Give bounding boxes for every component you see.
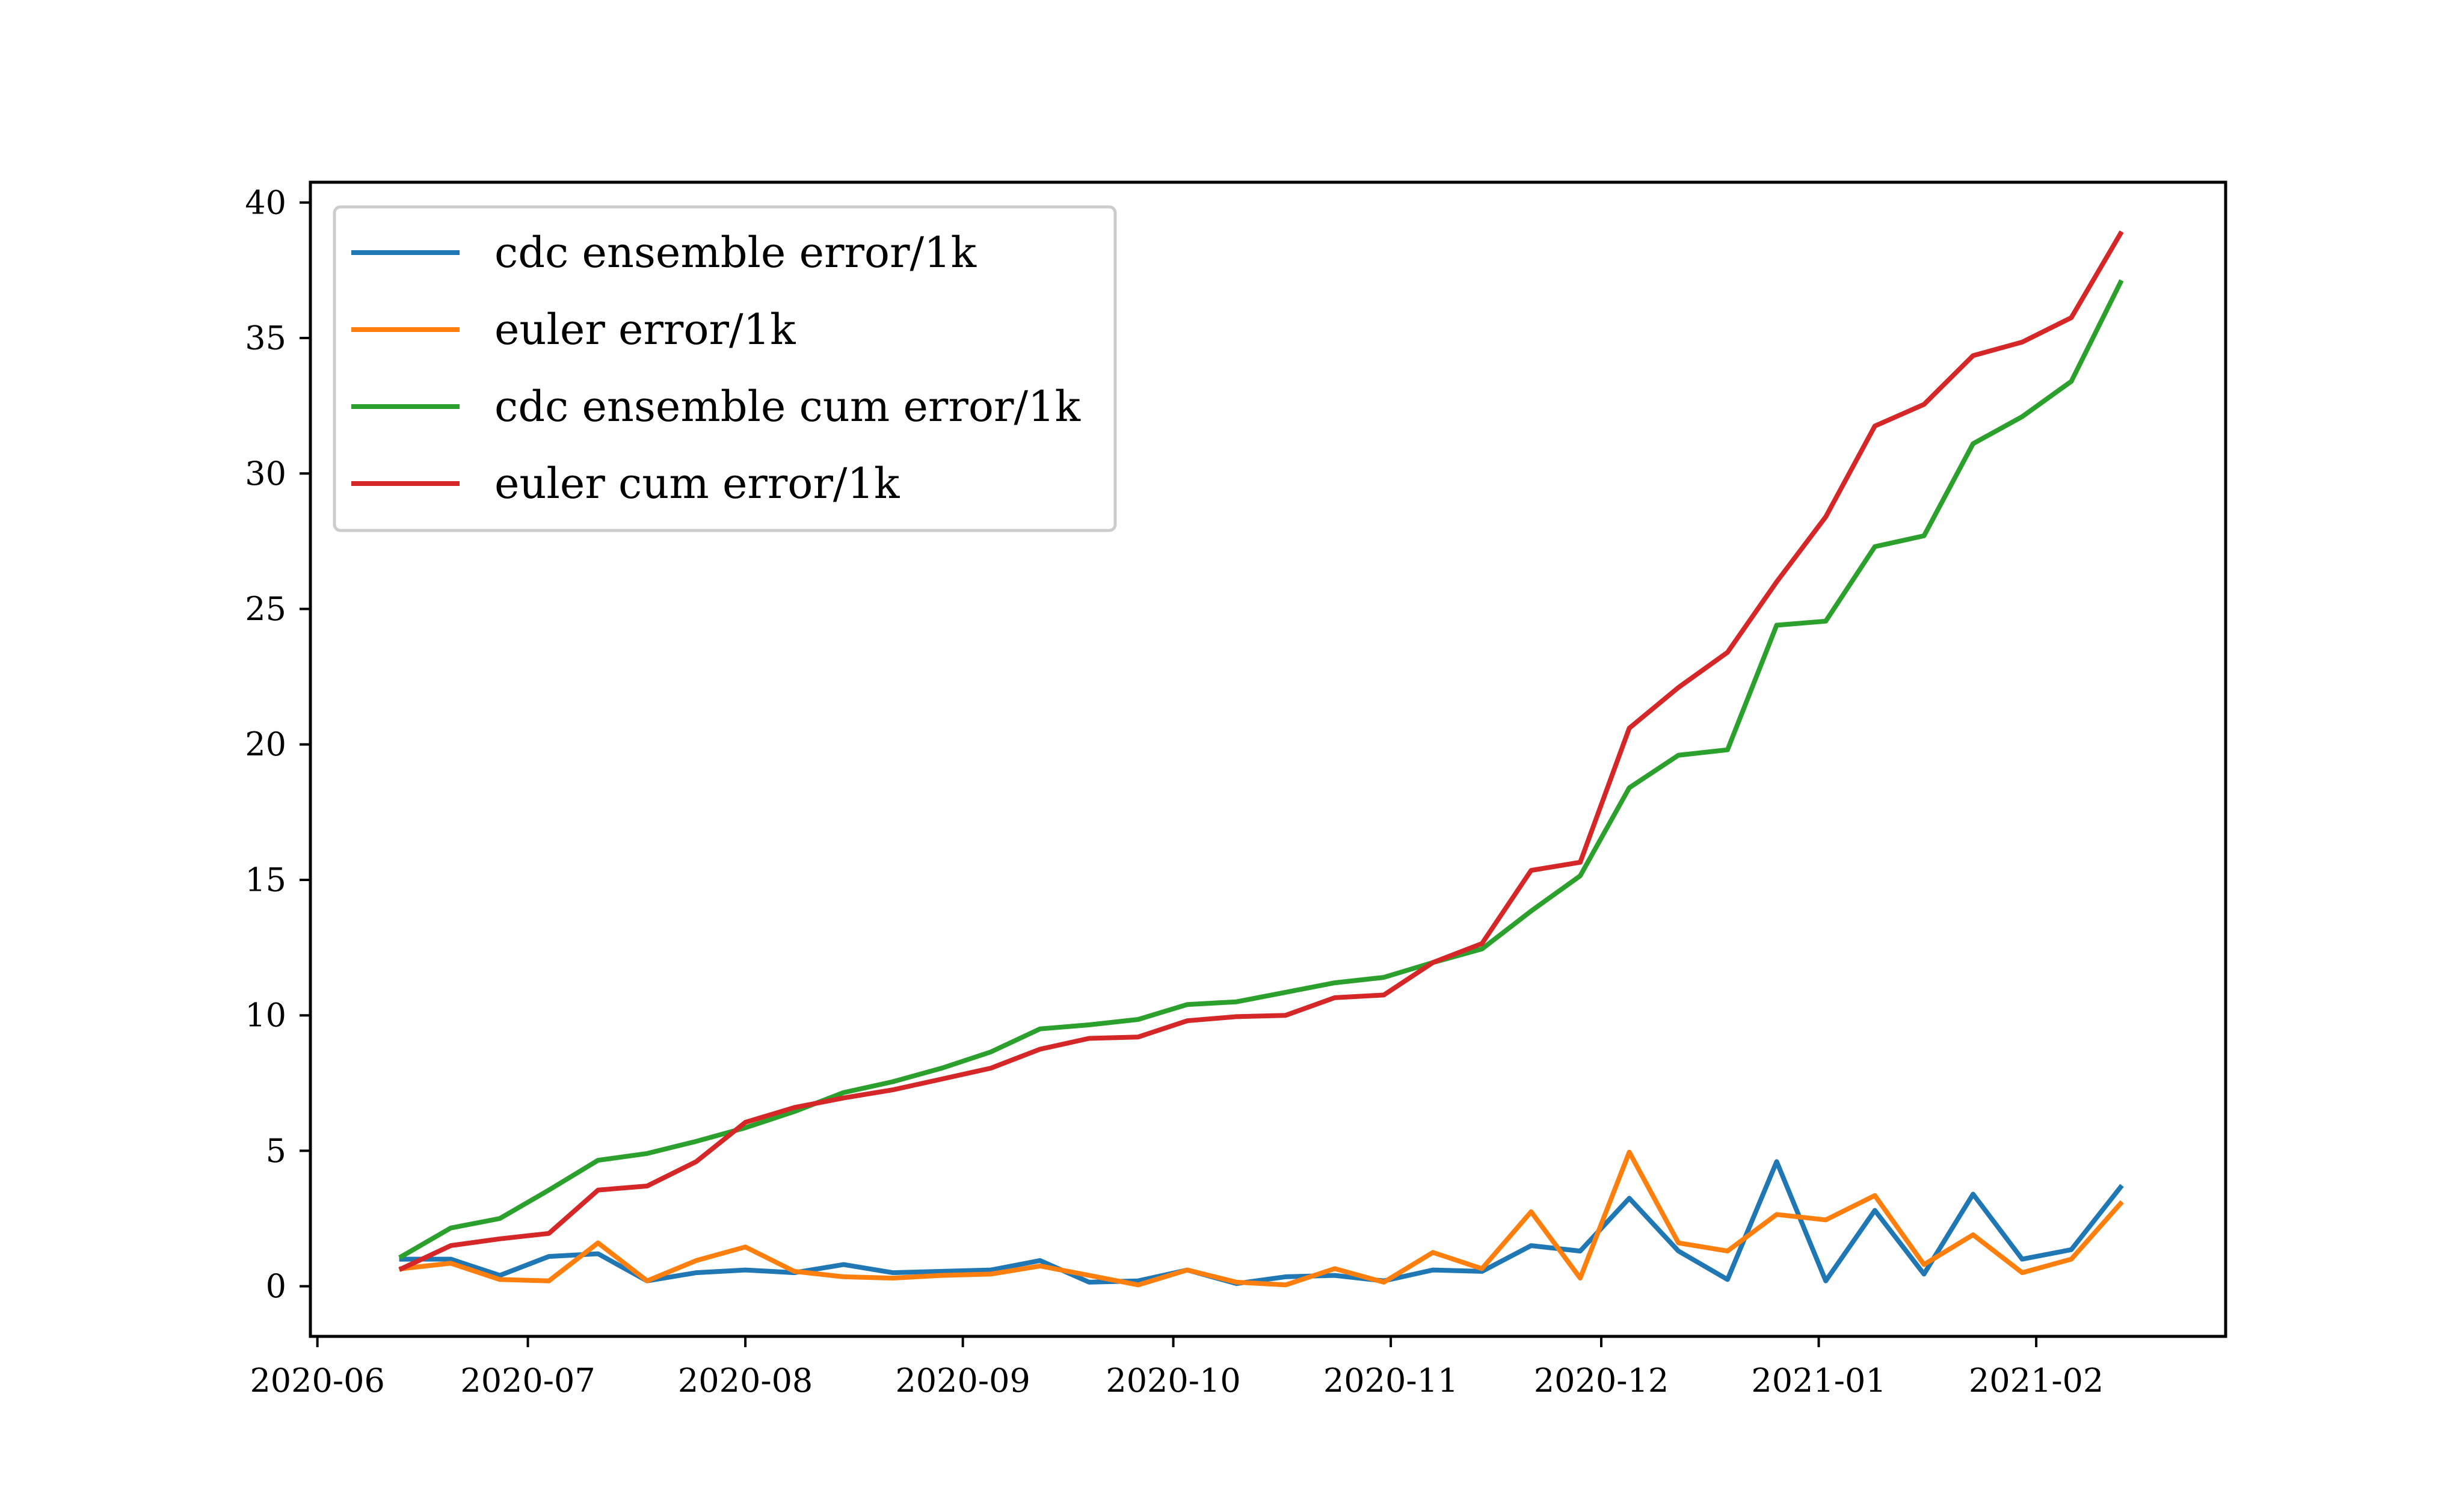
x-tick-label: 2020-06 — [250, 1362, 384, 1400]
series-line-2 — [399, 1149, 2124, 1288]
series-line-3 — [398, 279, 2124, 1260]
series-lines — [398, 230, 2124, 1288]
x-tick-label: 2020-09 — [895, 1362, 1030, 1400]
y-tick-label: 30 — [245, 455, 286, 493]
legend-label-2: euler error/1k — [494, 305, 796, 354]
y-tick-label: 35 — [245, 319, 286, 357]
series-line-4 — [398, 230, 2124, 1272]
plot-area-frame — [309, 180, 2227, 1338]
x-tick-label: 2020-11 — [1323, 1362, 1458, 1400]
y-tick-label: 0 — [266, 1267, 286, 1305]
series-line-1 — [399, 1159, 2124, 1286]
legend-label-4: euler cum error/1k — [494, 459, 900, 508]
legend-box — [333, 205, 1117, 532]
y-tick-label: 10 — [245, 997, 286, 1034]
x-tick-label: 2020-07 — [460, 1362, 595, 1400]
x-tick-label: 2020-08 — [678, 1362, 813, 1400]
x-tick-label: 2020-10 — [1106, 1362, 1240, 1400]
y-tick-label: 15 — [245, 861, 286, 899]
x-tick-label: 2021-01 — [1751, 1362, 1886, 1400]
y-axis: 0 5 10 15 20 25 30 35 40 — [245, 183, 310, 1305]
legend: cdc ensemble error/1k euler error/1k cdc e… — [333, 205, 1117, 532]
y-tick-label: 5 — [266, 1132, 286, 1170]
legend-items: cdc ensemble error/1k euler error/1k cdc e… — [351, 228, 1081, 508]
legend-label-1: cdc ensemble error/1k — [494, 228, 977, 277]
x-tick-label: 2020-12 — [1534, 1362, 1669, 1400]
y-tick-label: 20 — [245, 725, 286, 763]
legend-label-3: cdc ensemble cum error/1k — [494, 382, 1081, 431]
y-tick-label: 40 — [245, 183, 286, 221]
x-tick-label: 2021-02 — [1969, 1362, 2104, 1400]
y-tick-label: 25 — [245, 590, 286, 628]
x-axis: 2020-06 2020-07 2020-08 2020-09 2020-10 2020-… — [250, 1336, 2104, 1400]
